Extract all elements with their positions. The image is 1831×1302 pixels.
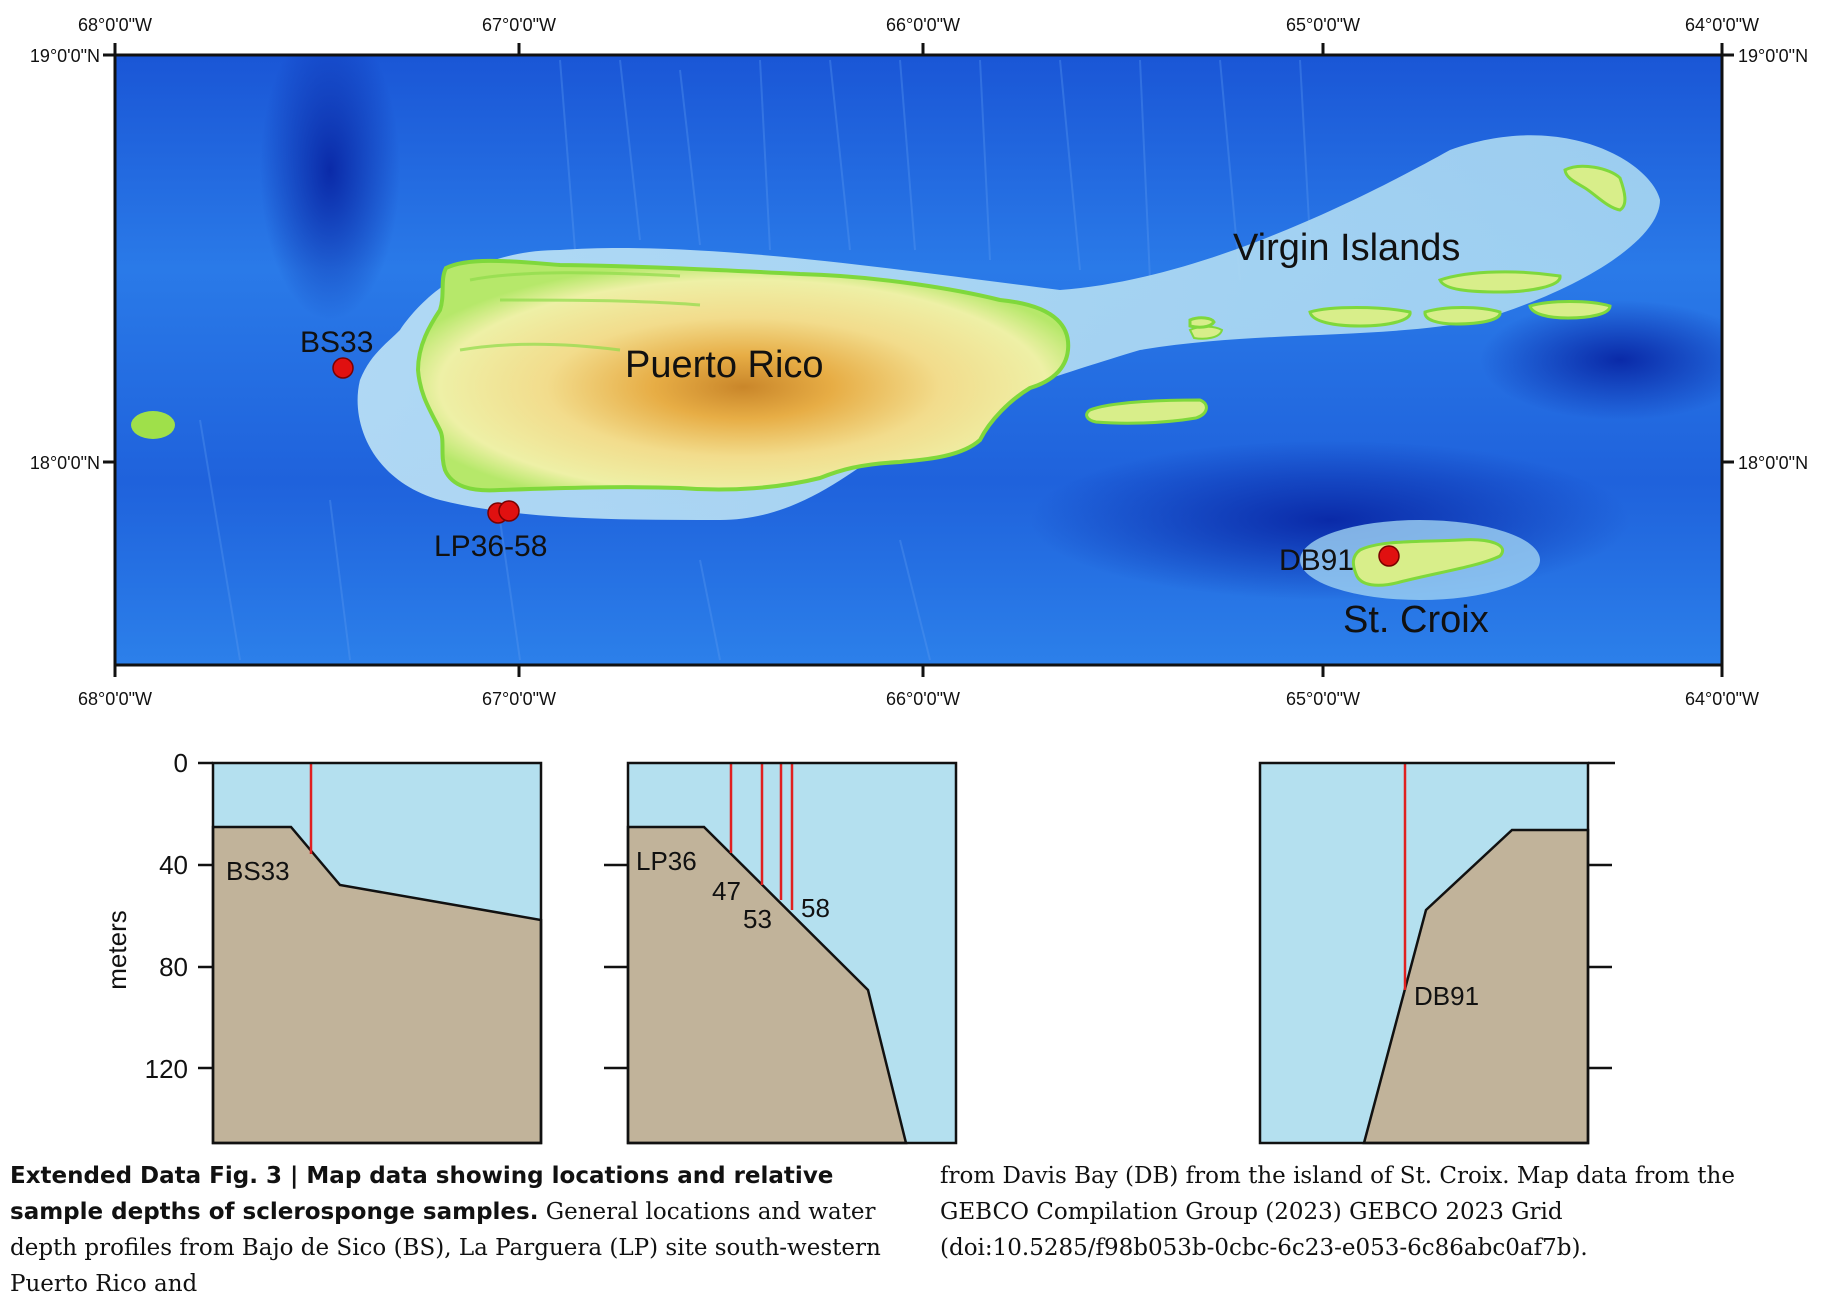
frame-db	[1258, 761, 1590, 1145]
profile-label-lp58: 58	[801, 893, 830, 923]
label-sample-lp36-58: LP36-58	[434, 530, 547, 563]
frame-bs	[211, 761, 543, 1145]
caption-lead: Extended Data Fig. 3 | Map data showing …	[10, 1163, 834, 1225]
mona-island	[131, 411, 175, 439]
ticks-db	[1588, 863, 1612, 1070]
profile-label-bs33: BS33	[226, 856, 290, 886]
lon-top-label-65: 65°0'0"W	[1286, 15, 1360, 35]
puerto-rico-terrain-lines	[459, 271, 701, 352]
sample-marker-lp58	[498, 500, 520, 522]
map-ticks	[103, 43, 1734, 677]
profile-panel-lp: LP36 47 53 58	[604, 761, 958, 1145]
depth-profiles: 0 40 80 120 meters BS33	[102, 748, 1615, 1145]
lat-right-label-19: 19°0'0"N	[1738, 46, 1808, 66]
deep-basin-north	[380, 55, 1020, 145]
lon-top-label-64: 64°0'0"W	[1685, 15, 1759, 35]
y-axis-label: meters	[102, 910, 132, 989]
mona-canyon	[260, 55, 400, 320]
lon-bottom-label-68: 68°0'0"W	[78, 689, 152, 709]
map-frame	[113, 53, 1724, 667]
lon-bottom-label-67: 67°0'0"W	[482, 689, 556, 709]
label-sample-db91: DB91	[1279, 544, 1354, 577]
label-sample-bs33: BS33	[300, 326, 373, 359]
profile-label-lp36: LP36	[636, 846, 697, 876]
y-tick-0: 0	[174, 748, 188, 778]
y-tick-80: 80	[159, 952, 188, 982]
profile-label-db91: DB91	[1414, 981, 1479, 1011]
figure-caption-right: from Davis Bay (DB) from the island of S…	[940, 1163, 1735, 1261]
y-tick-40: 40	[159, 850, 188, 880]
profile-label-lp53: 53	[743, 904, 772, 934]
lon-top-label-67: 67°0'0"W	[482, 15, 556, 35]
label-virgin-islands: Virgin Islands	[1233, 227, 1460, 269]
slope-ridges	[199, 59, 1311, 661]
bathymetry-map: 68°0'0"W 67°0'0"W 66°0'0"W 65°0'0"W 64°0…	[30, 15, 1808, 709]
lat-right-label-18: 18°0'0"N	[1738, 453, 1808, 473]
anegada-trough	[1480, 300, 1722, 420]
figure-caption-left: Extended Data Fig. 3 | Map data showing …	[10, 1158, 890, 1302]
sample-marker-bs33	[332, 357, 354, 379]
lon-bottom-label-65: 65°0'0"W	[1286, 689, 1360, 709]
lon-top-label-68: 68°0'0"W	[78, 15, 152, 35]
frame-lp	[626, 761, 958, 1145]
lat-left-label-18: 18°0'0"N	[30, 453, 100, 473]
lon-bottom-label-66: 66°0'0"W	[886, 689, 960, 709]
profile-label-lp47: 47	[712, 876, 741, 906]
ticks-lp	[604, 863, 628, 1070]
vieques-island	[1085, 398, 1208, 425]
profile-panel-db: DB91	[1258, 761, 1615, 1145]
label-puerto-rico: Puerto Rico	[625, 344, 824, 386]
profile-panel-bs: BS33	[198, 761, 543, 1145]
ticks-bs	[198, 761, 213, 1070]
lat-left-label-19: 19°0'0"N	[30, 46, 100, 66]
label-st-croix: St. Croix	[1343, 599, 1489, 641]
sample-lines-lp	[729, 763, 794, 910]
y-tick-120: 120	[145, 1054, 188, 1084]
lon-bottom-label-64: 64°0'0"W	[1685, 689, 1759, 709]
figure: 68°0'0"W 67°0'0"W 66°0'0"W 65°0'0"W 64°0…	[30, 15, 1808, 1145]
virgin-islands-landmasses	[1188, 164, 1627, 329]
sample-marker-db91	[1378, 545, 1400, 567]
lon-top-label-66: 66°0'0"W	[886, 15, 960, 35]
puerto-rico-landmass	[415, 258, 1071, 493]
